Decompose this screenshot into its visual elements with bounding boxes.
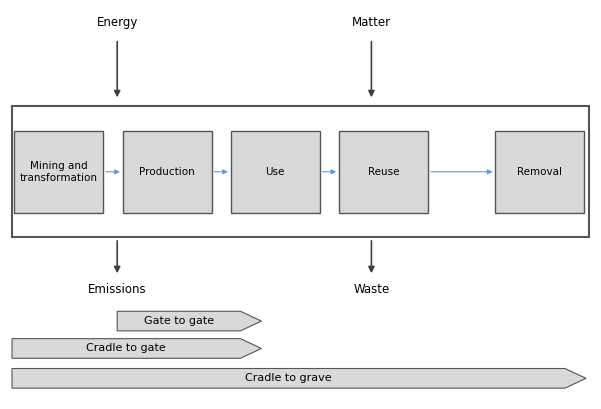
Text: Mining and
transformation: Mining and transformation [20, 161, 98, 182]
Text: Cradle to grave: Cradle to grave [245, 373, 332, 383]
FancyBboxPatch shape [339, 131, 428, 213]
Text: Matter: Matter [352, 16, 391, 29]
Polygon shape [12, 339, 261, 358]
Text: Waste: Waste [353, 283, 389, 296]
Text: Emissions: Emissions [88, 283, 147, 296]
Text: Reuse: Reuse [368, 167, 399, 177]
Polygon shape [117, 311, 261, 331]
FancyBboxPatch shape [495, 131, 584, 213]
FancyBboxPatch shape [123, 131, 212, 213]
Text: Cradle to gate: Cradle to gate [87, 344, 166, 353]
Text: Gate to gate: Gate to gate [144, 316, 214, 326]
FancyBboxPatch shape [12, 106, 589, 237]
Polygon shape [12, 369, 586, 388]
FancyBboxPatch shape [14, 131, 103, 213]
Text: Use: Use [266, 167, 285, 177]
FancyBboxPatch shape [231, 131, 320, 213]
Text: Production: Production [139, 167, 195, 177]
Text: Energy: Energy [97, 16, 138, 29]
Text: Removal: Removal [517, 167, 562, 177]
